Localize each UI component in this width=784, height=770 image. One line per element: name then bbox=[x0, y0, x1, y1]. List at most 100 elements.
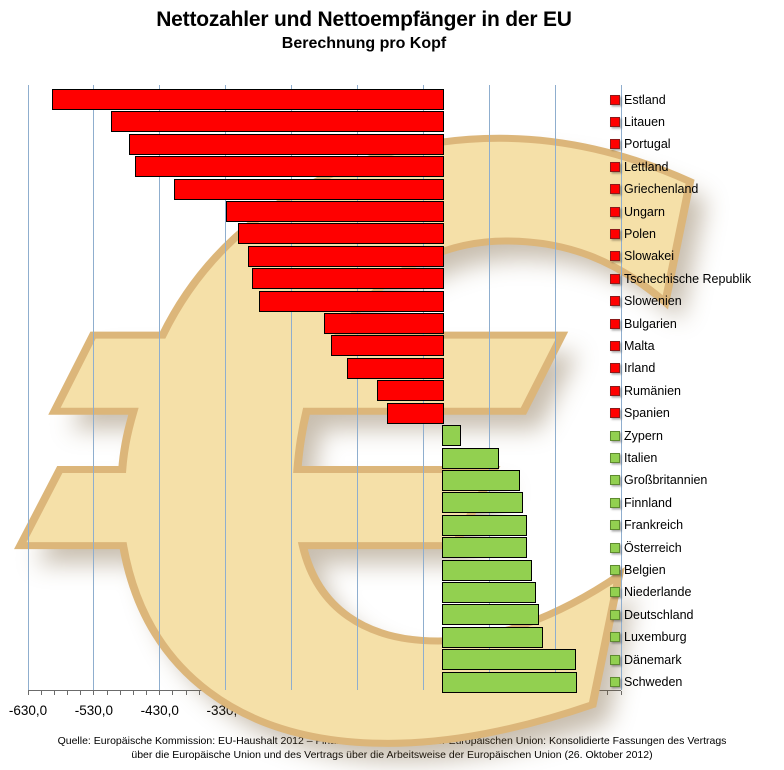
bar-belgien bbox=[442, 559, 533, 581]
chart-subtitle: Berechnung pro Kopf bbox=[281, 35, 447, 52]
axis-tick bbox=[185, 691, 187, 695]
bar-italien bbox=[442, 447, 500, 469]
legend-label-malta: Malta bbox=[624, 338, 655, 353]
legend-label-litauen: Litauen bbox=[624, 114, 666, 129]
gridline--430 bbox=[159, 85, 161, 690]
axis-tick bbox=[40, 691, 42, 695]
legend-marker-slowakei bbox=[610, 251, 620, 262]
legend-item-oesterreich: Österreich bbox=[610, 537, 682, 559]
legend-marker-irland bbox=[610, 363, 620, 374]
axis-tick bbox=[422, 691, 424, 695]
legend-label-polen: Polen bbox=[624, 226, 656, 241]
x-axis-label--530: -530,0 bbox=[74, 703, 114, 718]
chart-title: Nettozahler und Nettoempfänger in der EU bbox=[156, 8, 572, 31]
legend-item-bulgarien: Bulgarien bbox=[610, 313, 677, 335]
legend-label-finnland: Finnland bbox=[624, 495, 672, 510]
legend-marker-schweden bbox=[610, 677, 620, 688]
axis-tick bbox=[580, 691, 582, 695]
legend-item-tschechische-republik: Tschechische Republik bbox=[610, 268, 751, 290]
x-axis-label--330: -330,0 bbox=[206, 703, 245, 718]
source-line-2: über die Europäische Union und des Vertr… bbox=[131, 749, 653, 761]
axis-tick bbox=[475, 691, 477, 695]
legend-marker-polen bbox=[610, 228, 620, 239]
legend-item-portugal: Portugal bbox=[610, 133, 671, 155]
legend-item-frankreich: Frankreich bbox=[610, 514, 683, 536]
axis-tick bbox=[541, 691, 543, 695]
bar-bulgarien bbox=[323, 313, 445, 335]
axis-tick bbox=[277, 691, 279, 695]
gridline--630 bbox=[27, 85, 29, 690]
legend-label-irland: Irland bbox=[624, 361, 656, 376]
legend-item-polen: Polen bbox=[610, 223, 656, 245]
axis-tick bbox=[80, 691, 82, 695]
axis-tick bbox=[264, 691, 266, 695]
bar-litauen bbox=[111, 111, 445, 133]
bar-spanien bbox=[387, 402, 445, 424]
axis-tick bbox=[462, 691, 464, 695]
legend-item-griechenland: Griechenland bbox=[610, 178, 698, 200]
legend-label-frankreich: Frankreich bbox=[624, 518, 684, 533]
bar-lettland bbox=[135, 156, 445, 178]
axis-tick bbox=[528, 691, 530, 695]
axis-tick bbox=[515, 691, 517, 695]
bar-malta bbox=[331, 335, 445, 357]
source-note: Quelle: Europäische Kommission: EU-Haush… bbox=[0, 734, 784, 762]
axis-tick bbox=[396, 691, 398, 695]
legend-item-litauen: Litauen bbox=[610, 111, 665, 133]
axis-tick bbox=[304, 691, 306, 695]
bar-irland bbox=[346, 357, 445, 379]
legend-item-finnland: Finnland bbox=[610, 492, 672, 514]
legend-label-spanien: Spanien bbox=[624, 406, 670, 421]
legend-label-portugal: Portugal bbox=[624, 137, 671, 152]
axis-tick bbox=[330, 691, 332, 695]
gridline-70 bbox=[488, 85, 490, 690]
legend-marker-daenemark bbox=[610, 654, 620, 665]
legend-item-malta: Malta bbox=[610, 335, 655, 357]
legend-marker-ungarn bbox=[610, 206, 620, 217]
axis-tick bbox=[27, 691, 29, 695]
legend-label-italien: Italien bbox=[624, 451, 658, 466]
legend-marker-italien bbox=[610, 453, 620, 464]
legend-item-niederlande: Niederlande bbox=[610, 581, 691, 603]
source-line-1: Quelle: Europäische Kommission: EU-Haush… bbox=[57, 735, 727, 747]
gridline--230 bbox=[291, 85, 293, 690]
legend-marker-lettland bbox=[610, 161, 620, 172]
legend-item-daenemark: Dänemark bbox=[610, 649, 682, 671]
x-axis-label--30: -30,0 bbox=[407, 703, 439, 718]
legend-marker-oesterreich bbox=[610, 542, 620, 553]
axis-tick bbox=[132, 691, 134, 695]
axis-tick bbox=[53, 691, 55, 695]
axis-tick bbox=[343, 691, 345, 695]
legend-label-niederlande: Niederlande bbox=[624, 585, 692, 600]
legend-marker-griechenland bbox=[610, 184, 620, 195]
legend-label-slowenien: Slowenien bbox=[624, 294, 682, 309]
x-axis-label-70: 70,0 bbox=[476, 703, 503, 718]
axis-tick bbox=[449, 691, 451, 695]
legend-label-bulgarien: Bulgarien bbox=[624, 316, 677, 331]
legend-marker-spanien bbox=[610, 408, 620, 419]
axis-tick bbox=[225, 691, 227, 695]
legend-label-grossbritannien: Großbritannien bbox=[624, 473, 708, 488]
legend-label-oesterreich: Österreich bbox=[624, 540, 682, 555]
axis-tick bbox=[383, 691, 385, 695]
bar-tschechische-republik bbox=[252, 268, 445, 290]
axis-tick bbox=[93, 691, 95, 695]
bar-slowenien bbox=[259, 290, 445, 312]
legend-marker-niederlande bbox=[610, 587, 620, 598]
legend-label-tschechische-republik: Tschechische Republik bbox=[624, 271, 752, 286]
gridline-270 bbox=[620, 85, 622, 690]
axis-tick bbox=[146, 691, 148, 695]
legend-label-estland: Estland bbox=[624, 92, 666, 107]
axis-tick bbox=[211, 691, 213, 695]
legend-marker-estland bbox=[610, 94, 620, 105]
axis-tick bbox=[356, 691, 358, 695]
x-axis-label-170: 170,0 bbox=[538, 703, 573, 718]
bar-luxemburg bbox=[442, 626, 544, 648]
legend-label-rumaenien: Rumänien bbox=[624, 383, 681, 398]
bar-schweden bbox=[442, 671, 577, 693]
legend-item-slowenien: Slowenien bbox=[610, 290, 682, 312]
gridline--330 bbox=[225, 85, 227, 690]
axis-tick bbox=[291, 691, 293, 695]
legend-label-deutschland: Deutschland bbox=[624, 607, 694, 622]
